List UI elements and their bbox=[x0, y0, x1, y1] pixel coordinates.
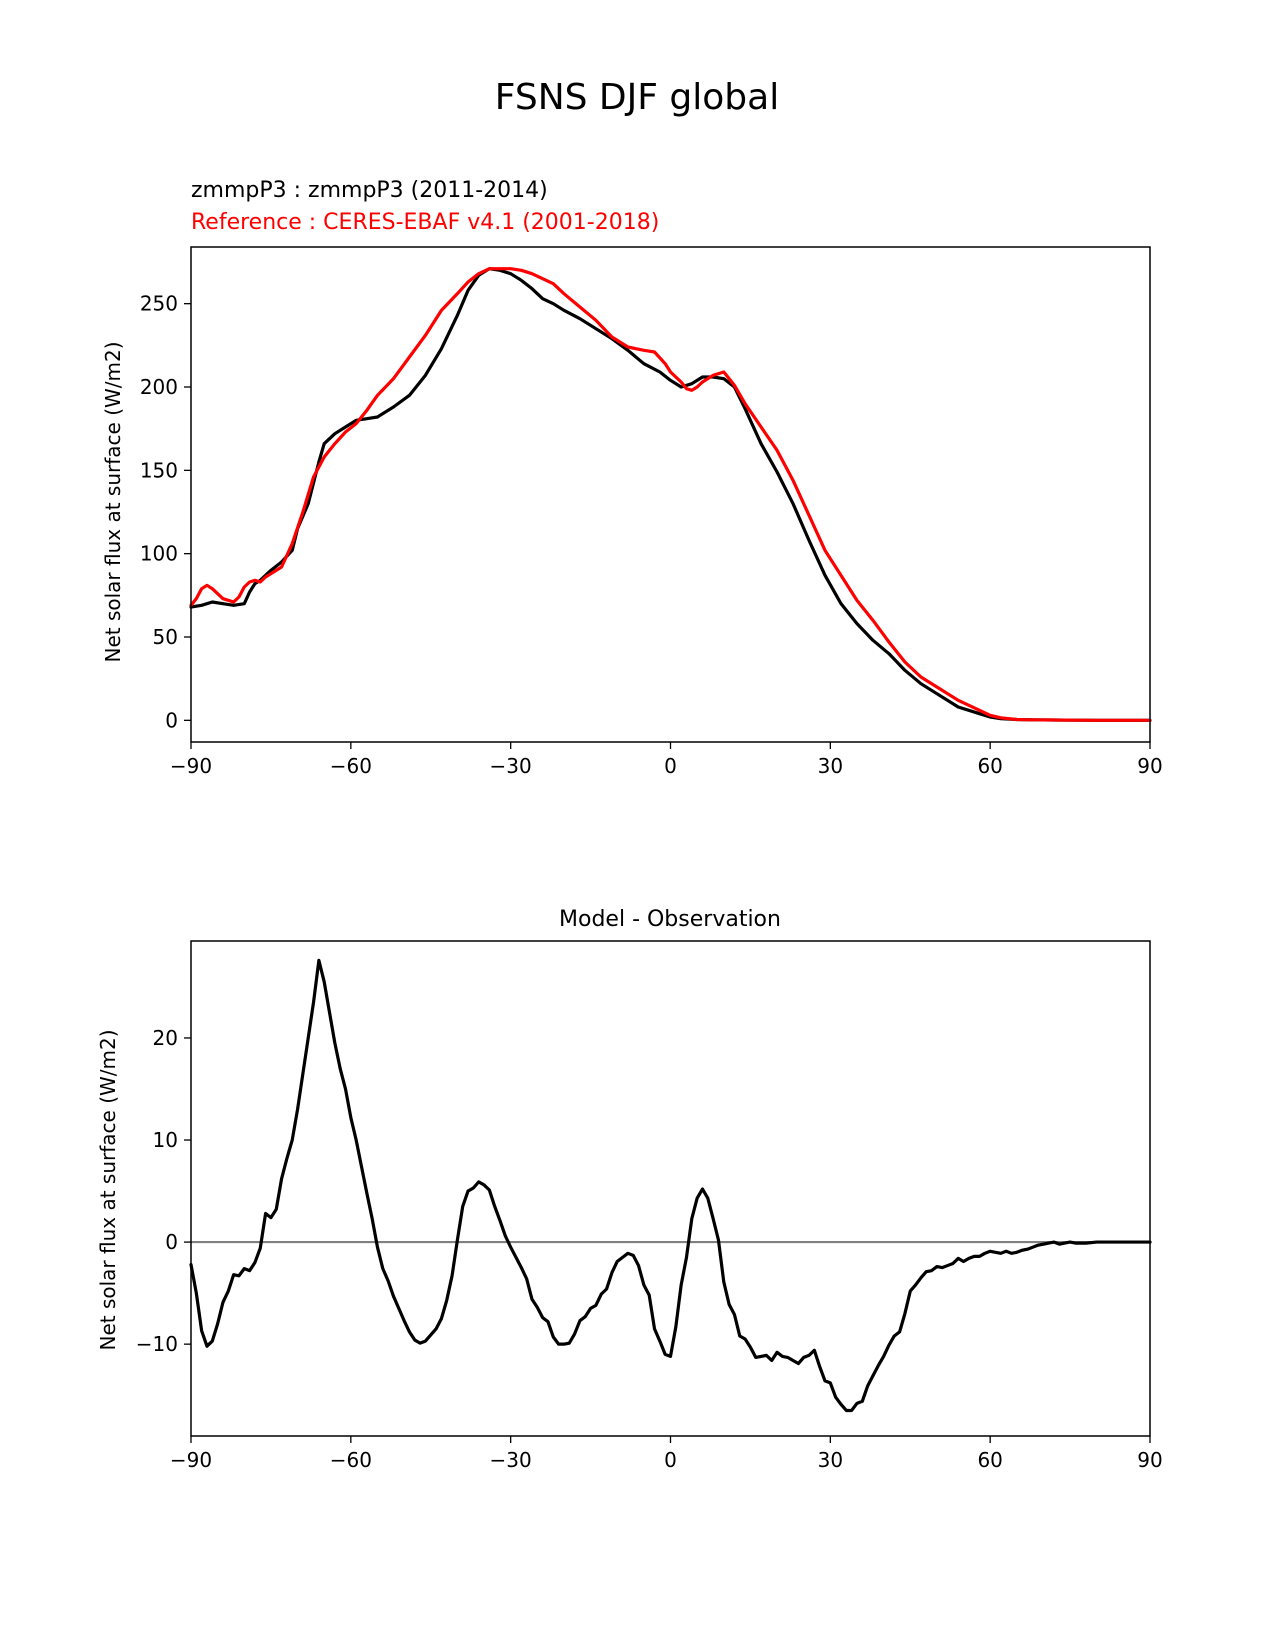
top-y-tick-label: 100 bbox=[140, 542, 178, 566]
bottom-panel: Model - Observation Net solar flux at su… bbox=[96, 907, 1163, 1472]
top-y-tick-label: 250 bbox=[140, 292, 178, 316]
bottom-x-tick-label: −90 bbox=[170, 1448, 212, 1472]
top-series-line-1 bbox=[189, 267, 1152, 722]
bottom-x-tick-label: −30 bbox=[490, 1448, 532, 1472]
top-panel: zmmpP3 : zmmpP3 (2011-2014) Reference : … bbox=[101, 178, 1163, 778]
top-x-tick-label: 30 bbox=[818, 754, 843, 778]
top-x-tick-label: −90 bbox=[170, 754, 212, 778]
top-plot-frame bbox=[190, 246, 1151, 743]
bottom-series-line-0 bbox=[189, 958, 1152, 1413]
bottom-x-tick-label: 60 bbox=[977, 1448, 1002, 1472]
top-x-tick-label: −60 bbox=[330, 754, 372, 778]
test-subtitle: zmmpP3 : zmmpP3 (2011-2014) bbox=[191, 178, 548, 203]
top-x-tick-label: 90 bbox=[1137, 754, 1162, 778]
top-y-tick-label: 0 bbox=[165, 708, 178, 732]
top-y-axis-label: Net solar flux at surface (W/m2) bbox=[101, 341, 125, 662]
bottom-plot-frame bbox=[190, 940, 1151, 1437]
top-y-tick-label: 200 bbox=[140, 375, 178, 399]
bottom-y-tick-label: 20 bbox=[153, 1026, 178, 1050]
bottom-plot-area: −90 −60 −30 0 30 60 90 −10 0 10 20 bbox=[136, 958, 1163, 1472]
top-x-tick-label: 0 bbox=[664, 754, 677, 778]
top-x-tick-label: 60 bbox=[977, 754, 1002, 778]
top-x-tick-label: −30 bbox=[490, 754, 532, 778]
top-plot-area: −90 −60 −30 0 30 60 90 0 50 100 150 200 250 bbox=[140, 267, 1163, 778]
bottom-x-tick-label: 90 bbox=[1137, 1448, 1162, 1472]
bottom-x-tick-label: 30 bbox=[818, 1448, 843, 1472]
bottom-x-tick-label: −60 bbox=[330, 1448, 372, 1472]
bottom-x-tick-label: 0 bbox=[664, 1448, 677, 1472]
bottom-chart-title: Model - Observation bbox=[559, 907, 781, 932]
bottom-y-tick-label: 0 bbox=[165, 1230, 178, 1254]
reference-subtitle: Reference : CERES-EBAF v4.1 (2001-2018) bbox=[191, 210, 659, 235]
top-y-tick-label: 150 bbox=[140, 458, 178, 482]
figure-title: FSNS DJF global bbox=[495, 77, 779, 118]
top-y-tick-label: 50 bbox=[153, 625, 178, 649]
bottom-y-axis-label: Net solar flux at surface (W/m2) bbox=[96, 1029, 120, 1350]
bottom-y-tick-label: 10 bbox=[153, 1128, 178, 1152]
bottom-y-tick-label: −10 bbox=[136, 1332, 178, 1356]
